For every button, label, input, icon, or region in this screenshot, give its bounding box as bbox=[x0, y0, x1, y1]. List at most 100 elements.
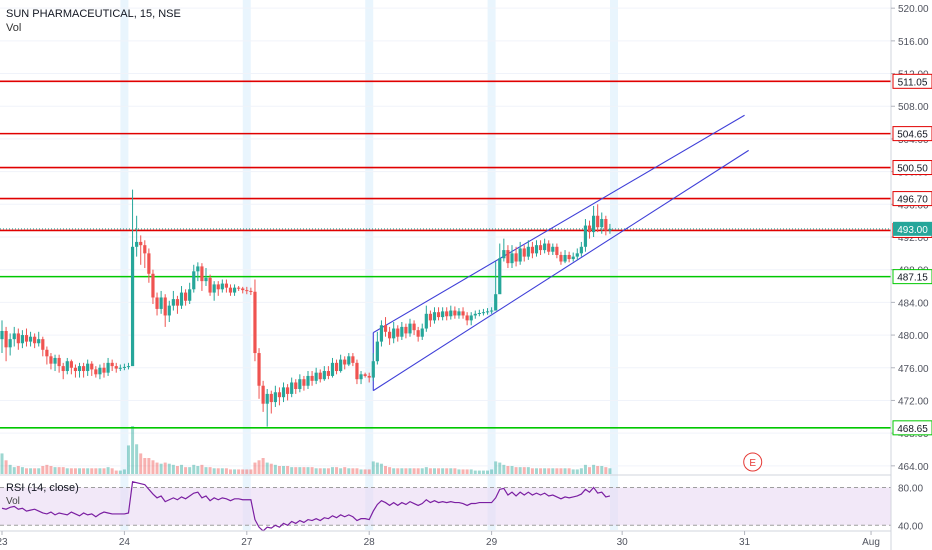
candle bbox=[179, 292, 184, 306]
volume-bar bbox=[294, 467, 298, 474]
candle bbox=[469, 315, 473, 321]
candle bbox=[592, 215, 596, 233]
volume-bar bbox=[241, 469, 245, 474]
volume-bar bbox=[98, 468, 102, 474]
candle bbox=[547, 243, 551, 252]
volume-bar bbox=[163, 462, 167, 474]
channel-line[interactable] bbox=[373, 114, 745, 334]
volume-bar bbox=[588, 467, 592, 474]
last-price-label: 493.00 bbox=[897, 225, 928, 236]
volume-bar bbox=[351, 468, 355, 474]
volume-bar bbox=[45, 464, 49, 474]
level-price-label: 487.15 bbox=[897, 273, 928, 284]
volume-bar bbox=[522, 467, 526, 474]
candle bbox=[604, 219, 608, 231]
level-price-box[interactable] bbox=[892, 73, 932, 89]
candle bbox=[163, 297, 167, 316]
candle bbox=[24, 335, 29, 342]
volume-bar bbox=[20, 467, 24, 474]
volume-bar bbox=[461, 469, 465, 474]
candle bbox=[310, 375, 314, 381]
candle bbox=[502, 250, 506, 259]
volume-bar bbox=[237, 469, 241, 474]
level-price-box[interactable] bbox=[892, 126, 932, 142]
volume-bar bbox=[457, 469, 461, 474]
volume-bar bbox=[49, 466, 53, 474]
candle bbox=[490, 310, 494, 312]
volume-legend[interactable]: Vol bbox=[6, 22, 22, 34]
candle bbox=[110, 362, 114, 367]
volume-bar bbox=[200, 464, 204, 474]
candle bbox=[184, 292, 188, 301]
volume-bar bbox=[61, 467, 65, 474]
volume-bar bbox=[167, 463, 171, 474]
candle bbox=[208, 277, 212, 293]
volume-bar bbox=[428, 468, 432, 474]
last-price-box[interactable] bbox=[893, 221, 932, 236]
volume-bar bbox=[347, 468, 351, 474]
volume-bar bbox=[555, 468, 559, 474]
volume-bar bbox=[224, 468, 228, 474]
time-tick-label: 28 bbox=[364, 537, 376, 548]
volume-bar bbox=[392, 468, 396, 474]
candle bbox=[543, 243, 547, 251]
volume-bar bbox=[118, 470, 122, 474]
level-price-label: 496.70 bbox=[897, 195, 928, 206]
volume-bar bbox=[432, 468, 436, 474]
candle bbox=[139, 241, 143, 246]
candle bbox=[175, 299, 180, 306]
level-price-box[interactable] bbox=[892, 191, 932, 207]
rsi-line[interactable] bbox=[1, 481, 611, 532]
candle bbox=[159, 297, 163, 309]
price-tick-label: 480.00 bbox=[898, 331, 929, 342]
candle bbox=[200, 266, 204, 282]
candle bbox=[257, 353, 261, 386]
volume-bar bbox=[543, 468, 547, 474]
candle bbox=[424, 313, 428, 329]
candle bbox=[579, 246, 583, 254]
volume-bar bbox=[494, 461, 498, 474]
volume-bar bbox=[269, 463, 273, 474]
level-price-label: 468.65 bbox=[897, 424, 928, 435]
candle bbox=[49, 356, 53, 364]
volume-bar bbox=[424, 467, 428, 474]
rsi-volume-legend: Vol bbox=[6, 496, 20, 507]
candle bbox=[16, 333, 20, 344]
volume-bar bbox=[449, 468, 453, 474]
candle bbox=[526, 246, 530, 257]
candle bbox=[326, 371, 330, 376]
volume-bar bbox=[78, 468, 82, 474]
volume-bar bbox=[126, 445, 130, 474]
candle bbox=[596, 215, 600, 228]
candle bbox=[400, 326, 404, 337]
volume-bar bbox=[298, 467, 302, 474]
time-tick-label: 30 bbox=[617, 537, 629, 548]
price-tick-label: 508.00 bbox=[898, 102, 929, 113]
candle bbox=[241, 288, 245, 291]
candle bbox=[306, 375, 310, 386]
candle bbox=[404, 326, 408, 334]
candle bbox=[530, 246, 534, 254]
volume-bar bbox=[249, 469, 253, 474]
rsi-legend[interactable]: RSI (14, close) bbox=[6, 482, 79, 494]
earnings-event-icon[interactable] bbox=[743, 452, 763, 472]
channel-line[interactable] bbox=[372, 149, 749, 392]
volume-bar bbox=[547, 468, 551, 474]
candle bbox=[600, 219, 604, 228]
candle bbox=[298, 379, 302, 390]
session-shade bbox=[120, 0, 129, 530]
symbol-title[interactable]: SUN PHARMACEUTICAL, 15, NSE bbox=[6, 8, 181, 20]
level-price-box[interactable] bbox=[892, 160, 932, 176]
volume-bar bbox=[322, 468, 326, 474]
candle bbox=[510, 253, 514, 264]
volume-bar bbox=[514, 467, 518, 474]
rsi-tick-label: 40.00 bbox=[898, 521, 923, 532]
volume-bar bbox=[4, 460, 8, 474]
volume-bar bbox=[290, 467, 294, 474]
volume-bar bbox=[220, 468, 224, 474]
candle bbox=[232, 287, 237, 293]
level-price-box[interactable] bbox=[892, 269, 932, 285]
level-price-box[interactable] bbox=[892, 420, 932, 436]
